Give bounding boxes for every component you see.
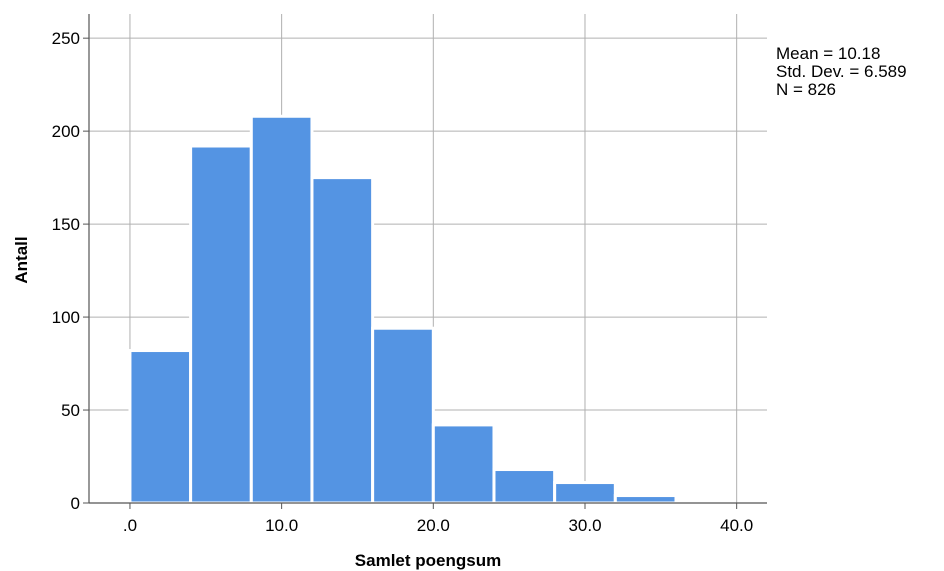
- histogram-bar: [249, 114, 314, 505]
- y-tick-label: 100: [52, 308, 80, 327]
- x-tick-label: 10.0: [265, 516, 298, 535]
- histogram-bar: [128, 349, 193, 505]
- y-axis-title: Antall: [12, 236, 31, 283]
- x-tick-label: 30.0: [568, 516, 601, 535]
- y-tick-label: 0: [71, 494, 80, 513]
- bars-layer: [128, 114, 678, 505]
- y-tick-label: 250: [52, 29, 80, 48]
- histogram-bar: [310, 176, 375, 505]
- histogram-bar: [371, 326, 435, 505]
- x-tick-label: 40.0: [720, 516, 753, 535]
- y-tick-label: 50: [61, 401, 80, 420]
- histogram-bar: [431, 423, 496, 505]
- n-text: N = 826: [776, 80, 837, 99]
- std-dev-text: Std. Dev. = 6.589: [776, 62, 907, 81]
- histogram-bar: [613, 494, 678, 505]
- x-axis-title: Samlet poengsum: [355, 551, 501, 570]
- ticks-layer: 0 50 100 150 200 250 .0 10.0 20.0 30.0 40.0: [52, 29, 754, 535]
- mean-text: Mean = 10.18: [776, 44, 881, 63]
- x-tick-label: .0: [123, 516, 137, 535]
- stats-box: Mean = 10.18 Std. Dev. = 6.589 N = 826: [776, 45, 907, 99]
- histogram-bar: [553, 481, 617, 505]
- y-tick-label: 150: [52, 215, 80, 234]
- histogram-bar: [189, 144, 253, 505]
- histogram-bar: [492, 468, 557, 505]
- y-tick-label: 200: [52, 122, 80, 141]
- axes-layer: [88, 14, 767, 504]
- x-tick-label: 20.0: [417, 516, 450, 535]
